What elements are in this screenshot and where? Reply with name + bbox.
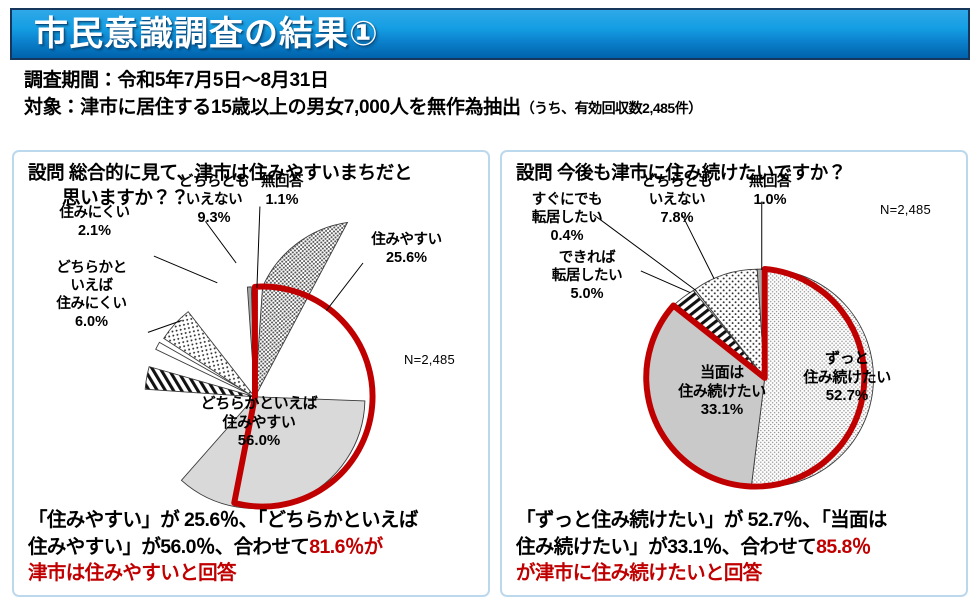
survey-period: 調査期間：令和5年7月5日～8月31日 bbox=[24, 70, 329, 91]
summary-left-line3: 津市は住みやすいと回答 bbox=[28, 562, 237, 585]
label-move-now-right: すぐにでも 転居したい 0.4% bbox=[531, 192, 603, 244]
summary-left-line2a: 住みやすい」が56.0％、合わせて bbox=[28, 535, 310, 558]
label-easy-left: 住みやすい 25.6% bbox=[371, 232, 442, 266]
label-neither-right: どちらとも いえない 7.8% bbox=[641, 174, 713, 226]
panel-livability: 設問 総合的に見て、津市は住みやすいまちだと 思いますか？？ bbox=[12, 150, 490, 597]
label-neither-left: どちらとも いえない 9.3% bbox=[178, 174, 250, 226]
slide-title-bar: 市民意識調査の結果① bbox=[10, 8, 970, 60]
question-line-1-right: 設問 今後も津市に住み続けたいですか？ bbox=[516, 162, 846, 183]
summary-right: 「ずっと住み続けたい」が 52.7％、「当面は 住み続けたい」が33.1％、合わ… bbox=[516, 507, 954, 587]
pie-slice-no-answer-right bbox=[756, 268, 766, 378]
pie-slice-hard bbox=[155, 341, 256, 398]
page-title: 市民意識調査の結果① bbox=[34, 15, 379, 53]
label-no-answer-left: 無回答 1.1% bbox=[260, 174, 304, 208]
label-somewhat-easy-left: どちらかといえば 住みやすい 56.0% bbox=[200, 395, 318, 450]
panel-continue-living: 設問 今後も津市に住み続けたいですか？ bbox=[500, 150, 968, 597]
label-always-stay-right: ずっと 住み続けたい 52.7% bbox=[803, 350, 891, 405]
summary-left-line1: 「住みやすい」が 25.6％、「どちらかといえば bbox=[28, 509, 418, 532]
survey-target-note: （うち、有効回収数2,485件） bbox=[520, 99, 703, 116]
question-line-1: 設問 総合的に見て、津市は住みやすいまちだと bbox=[28, 162, 412, 183]
label-somewhat-hard-left: どちらかと いえば 住みにくい 6.0% bbox=[56, 260, 127, 330]
pie-slice-no-answer bbox=[246, 286, 256, 397]
question-line-2: 思いますか？？ bbox=[62, 186, 189, 208]
label-stay-for-now-right: 当面は 住み続けたい 33.1% bbox=[678, 364, 766, 419]
n-label-right: N=2,485 bbox=[880, 202, 931, 217]
summary-right-line2a: 住み続けたい」が33.1％、合わせて bbox=[516, 535, 817, 558]
summary-right-line3: が津市に住み続けたいと回答 bbox=[516, 562, 762, 585]
summary-left-highlight: 81.6％が bbox=[309, 535, 383, 558]
question-title-left: 設問 総合的に見て、津市は住みやすいまちだと 思いますか？？ bbox=[28, 161, 478, 211]
survey-target-main: 対象：津市に居住する15歳以上の男女7,000人を無作為抽出 bbox=[24, 96, 521, 118]
question-title-right: 設問 今後も津市に住み続けたいですか？ bbox=[516, 161, 956, 186]
label-move-if-possible-right: できれば 転居したい 5.0% bbox=[551, 250, 623, 302]
survey-target: 対象：津市に居住する15歳以上の男女7,000人を無作為抽出（うち、有効回収数2… bbox=[24, 95, 964, 122]
pie-slice-easy bbox=[254, 221, 349, 397]
n-label-left: N=2,485 bbox=[404, 352, 455, 367]
label-no-answer-right: 無回答 1.0% bbox=[748, 174, 792, 208]
summary-right-line1: 「ずっと住み続けたい」が 52.7％、「当面は bbox=[516, 509, 887, 532]
label-hard-left: 住みにくい 2.1% bbox=[59, 205, 130, 239]
survey-meta: 調査期間：令和5年7月5日～8月31日 対象：津市に居住する15歳以上の男女7,… bbox=[24, 68, 964, 122]
pie-slice-somewhat-hard bbox=[144, 366, 256, 398]
pie-slice-neither bbox=[163, 311, 257, 399]
summary-left: 「住みやすい」が 25.6％、「どちらかといえば 住みやすい」が56.0％、合わ… bbox=[28, 507, 476, 587]
summary-right-highlight: 85.8％ bbox=[816, 535, 871, 558]
pie-slice-neither-right bbox=[694, 268, 766, 380]
